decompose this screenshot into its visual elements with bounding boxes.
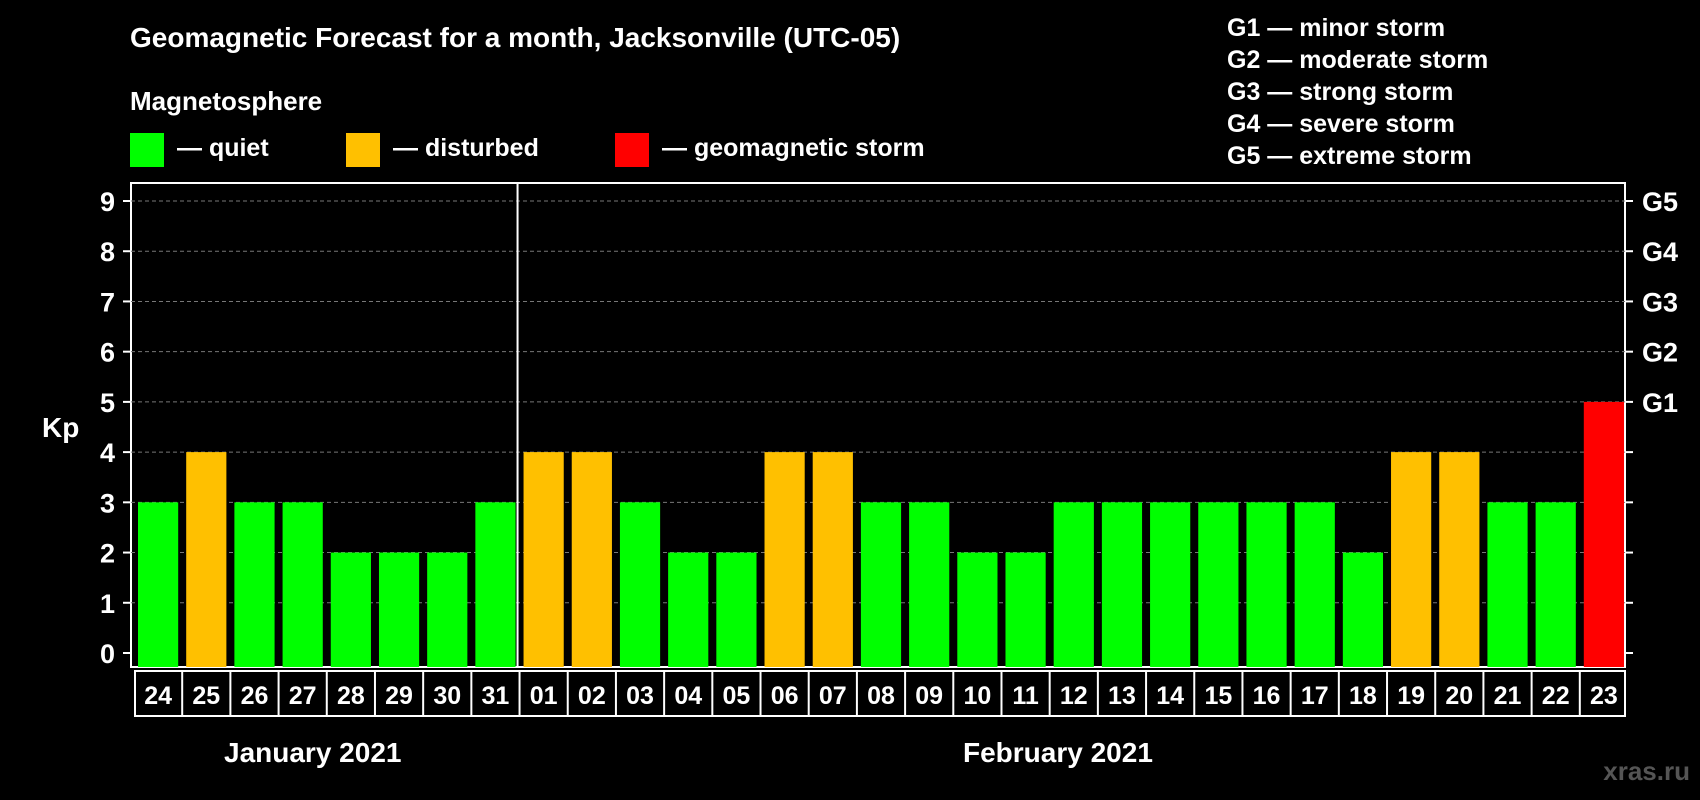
x-tick-label: 28 [337, 682, 365, 710]
g-scale-g2: G2 — moderate storm [1227, 46, 1489, 74]
g-axis-label: G2 [1642, 338, 1678, 368]
x-tick-label: 24 [144, 682, 172, 710]
bar [427, 552, 468, 667]
x-tick-label: 30 [433, 682, 461, 710]
chart-title: Geomagnetic Forecast for a month, Jackso… [130, 22, 901, 53]
x-tick-label: 07 [819, 682, 847, 710]
legend-swatch-disturbed [346, 133, 380, 167]
bar [1150, 502, 1191, 667]
g-axis-label: G5 [1642, 187, 1678, 217]
bar [1342, 552, 1384, 667]
bar [1053, 502, 1094, 667]
bar [1294, 502, 1335, 667]
y-tick-label: 8 [100, 237, 115, 267]
bar [378, 552, 420, 667]
x-tick-label: 09 [915, 682, 943, 710]
g-axis-label: G1 [1642, 388, 1678, 418]
g-axis-label: G4 [1642, 237, 1678, 267]
bar [619, 502, 661, 667]
x-tick-label: 12 [1060, 682, 1088, 710]
x-tick-label: 18 [1349, 682, 1377, 710]
bar [138, 502, 179, 667]
x-tick-label: 27 [289, 682, 317, 710]
x-tick-label: 21 [1494, 682, 1522, 710]
bar [1583, 401, 1624, 667]
x-tick-label: 31 [482, 682, 510, 710]
x-tick-label: 26 [241, 682, 269, 710]
y-tick-label: 2 [100, 539, 115, 569]
x-tick-label: 01 [530, 682, 558, 710]
bar [1246, 502, 1287, 667]
x-tick-label: 10 [963, 682, 991, 710]
x-tick-label: 22 [1542, 682, 1570, 710]
x-tick-label: 14 [1156, 682, 1184, 710]
bar [1005, 552, 1046, 667]
x-tick-label: 15 [1204, 682, 1232, 710]
watermark: xras.ru [1603, 756, 1690, 786]
bar [957, 552, 998, 667]
bar [764, 452, 805, 667]
x-tick-label: 19 [1397, 682, 1425, 710]
month-label-february: February 2021 [963, 737, 1153, 768]
x-tick-label: 16 [1253, 682, 1281, 710]
x-tick-label: 29 [385, 682, 413, 710]
bar [1535, 502, 1576, 667]
bar [1439, 452, 1480, 667]
legend-label-disturbed: — disturbed [393, 134, 539, 162]
month-label-january: January 2021 [224, 737, 402, 768]
x-tick-label: 13 [1108, 682, 1136, 710]
bar [330, 552, 371, 667]
g-axis-label: G3 [1642, 287, 1678, 317]
bar [716, 552, 757, 667]
y-tick-label: 7 [100, 287, 115, 317]
g-scale-g5: G5 — extreme storm [1227, 142, 1472, 170]
y-axis-label: Kp [42, 412, 79, 443]
y-tick-label: 3 [100, 488, 115, 518]
x-tick-label: 17 [1301, 682, 1329, 710]
g-scale-g1: G1 — minor storm [1227, 14, 1446, 42]
g-scale-g3: G3 — strong storm [1227, 78, 1454, 106]
y-tick-label: 6 [100, 338, 115, 368]
legend-label-storm: — geomagnetic storm [662, 134, 925, 162]
bar [234, 502, 275, 667]
g-scale-g4: G4 — severe storm [1227, 110, 1455, 138]
bar [475, 502, 516, 667]
legend-swatch-storm [615, 133, 649, 167]
bar [1487, 502, 1528, 667]
legend-title: Magnetosphere [130, 86, 323, 116]
day-label-box [134, 670, 1626, 717]
x-tick-label: 08 [867, 682, 895, 710]
bar [571, 452, 612, 667]
bar [1101, 502, 1143, 667]
legend-label-quiet: — quiet [177, 134, 269, 162]
bar [523, 452, 564, 667]
x-tick-label: 23 [1590, 682, 1618, 710]
x-tick-label: 02 [578, 682, 606, 710]
y-tick-label: 5 [100, 388, 115, 418]
bar [186, 452, 227, 667]
legend-swatch-quiet [130, 133, 164, 167]
bar [668, 552, 709, 667]
bar [1198, 502, 1239, 667]
x-tick-label: 06 [771, 682, 799, 710]
y-tick-label: 9 [100, 187, 115, 217]
x-tick-label: 20 [1445, 682, 1473, 710]
y-tick-label: 1 [100, 589, 115, 619]
bar [812, 452, 853, 667]
bar [909, 502, 950, 667]
bar [860, 502, 902, 667]
x-tick-label: 03 [626, 682, 654, 710]
x-tick-label: 04 [674, 682, 702, 710]
bar [1391, 452, 1432, 667]
x-tick-label: 25 [192, 682, 220, 710]
x-tick-label: 11 [1012, 682, 1039, 710]
bar [282, 502, 323, 667]
x-tick-label: 05 [723, 682, 751, 710]
y-tick-label: 0 [100, 639, 115, 669]
y-tick-label: 4 [100, 438, 115, 468]
